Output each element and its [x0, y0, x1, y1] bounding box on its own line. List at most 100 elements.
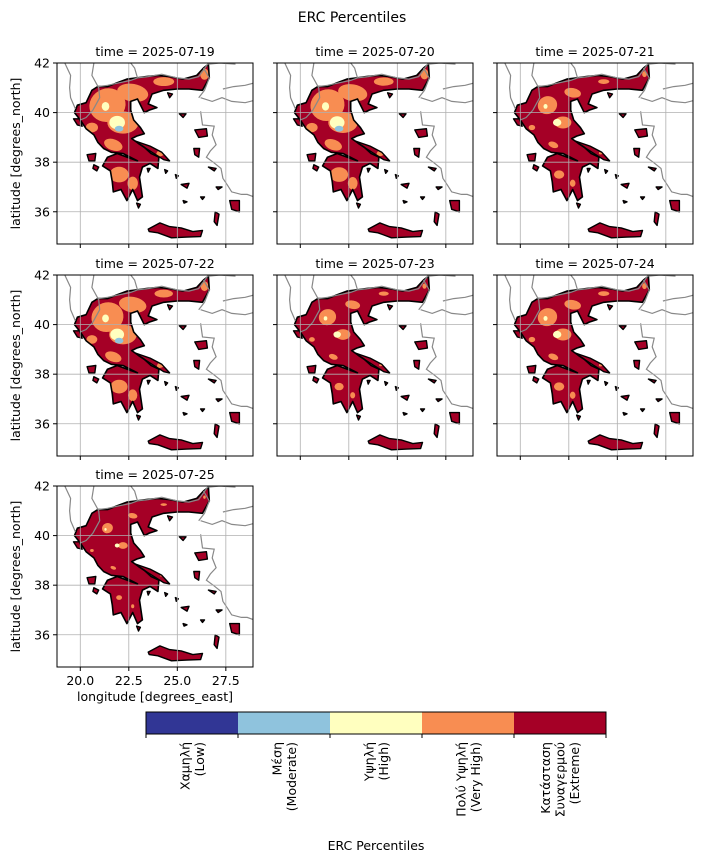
island-coastline	[606, 92, 614, 99]
island-coastline	[182, 199, 188, 204]
country-border	[300, 275, 321, 333]
island-coastline	[146, 590, 151, 596]
colorbar-tick-label-4: Πολύ Υψηλή(Very High)	[453, 742, 483, 817]
panel-title: time = 2025-07-23	[315, 256, 434, 271]
country-border	[80, 275, 101, 333]
island-coastline	[213, 634, 220, 650]
risk-region	[131, 604, 135, 609]
island-coastline	[384, 168, 389, 175]
island-fill	[193, 360, 200, 370]
island-coastline	[194, 127, 209, 139]
island-coastline	[386, 92, 394, 99]
island-coastline	[655, 186, 663, 191]
island-fill	[87, 365, 96, 373]
island-coastline	[634, 340, 649, 351]
island-coastline	[135, 414, 142, 421]
risk-region	[552, 330, 562, 339]
island-coastline	[166, 515, 174, 522]
island-coastline	[604, 168, 609, 175]
risk-region	[373, 77, 394, 86]
island-coastline	[92, 587, 100, 595]
panel-title: time = 2025-07-22	[95, 256, 214, 271]
island-coastline	[574, 352, 611, 374]
island-coastline	[146, 167, 151, 173]
country-border	[442, 294, 473, 302]
risk-region	[323, 316, 328, 321]
country-border	[640, 323, 693, 410]
country-border	[577, 275, 649, 292]
island-coastline	[312, 376, 320, 384]
country-border	[504, 275, 516, 322]
country-border	[64, 63, 76, 110]
country-border	[200, 323, 253, 410]
island-coastline	[639, 408, 646, 413]
colorbar-tick-label-5: ΚατάστασηΣυναγερμού(Extreme)	[538, 742, 582, 817]
risk-region	[553, 382, 565, 391]
island-fill	[307, 365, 316, 373]
island-coastline	[655, 398, 663, 403]
country-border	[350, 275, 359, 291]
risk-region	[318, 309, 337, 326]
island-coastline	[134, 140, 171, 162]
country-border	[570, 63, 579, 79]
country-border	[648, 63, 676, 65]
island-coastline	[213, 211, 220, 227]
island-coastline	[414, 127, 429, 139]
risk-region	[110, 565, 117, 570]
island-fill	[413, 360, 420, 370]
risk-region	[333, 331, 341, 338]
risk-region	[324, 139, 342, 151]
country-border	[64, 275, 76, 322]
island-coastline	[526, 152, 537, 162]
island-coastline	[386, 304, 394, 311]
country-border	[420, 323, 473, 410]
island-coastline	[433, 211, 440, 227]
island-coastline	[134, 352, 171, 374]
country-border	[662, 294, 693, 302]
island-fill	[575, 353, 610, 373]
country-border	[200, 520, 253, 527]
risk-region	[90, 548, 94, 552]
risk-region	[114, 543, 120, 548]
island-coastline	[512, 330, 523, 339]
island-coastline	[292, 118, 303, 127]
island-coastline	[574, 140, 611, 162]
country-border	[357, 63, 429, 80]
risk-region	[309, 337, 315, 342]
map-panel-7: time = 2025-07-25 36 38 40 42 latitude [degre…	[8, 467, 254, 704]
island-coastline	[166, 92, 174, 99]
risk-region	[335, 329, 351, 340]
risk-region	[154, 289, 173, 298]
island-coastline	[618, 325, 627, 331]
risk-region	[114, 125, 124, 132]
risk-region	[598, 291, 610, 296]
island-coastline	[435, 398, 443, 403]
mainland-fill	[74, 487, 210, 624]
island-coastline	[147, 645, 204, 662]
colorbar-tick-label-3: Υψηλή(High)	[361, 742, 391, 782]
island-coastline	[398, 113, 407, 119]
panel-frame	[56, 485, 254, 668]
island-coastline	[586, 379, 591, 385]
panel-frame	[56, 274, 254, 457]
country-border	[317, 77, 358, 88]
risk-region	[543, 316, 548, 321]
y-tick-label: 38	[34, 367, 50, 382]
risk-region	[328, 353, 338, 360]
island-coastline	[72, 118, 83, 127]
country-border	[428, 63, 456, 65]
risk-region	[153, 77, 175, 87]
island-fill	[135, 564, 170, 584]
island-coastline	[166, 304, 174, 311]
island-fill	[633, 148, 640, 158]
island-coastline	[618, 113, 627, 119]
risk-region	[548, 141, 559, 149]
country-border	[537, 77, 578, 88]
country-border	[648, 275, 676, 277]
panel-frame	[496, 62, 694, 245]
y-axis-label: latitude [degrees_north]	[8, 290, 23, 442]
risk-region	[104, 528, 107, 531]
country-border	[640, 111, 693, 198]
island-coastline	[604, 380, 609, 386]
